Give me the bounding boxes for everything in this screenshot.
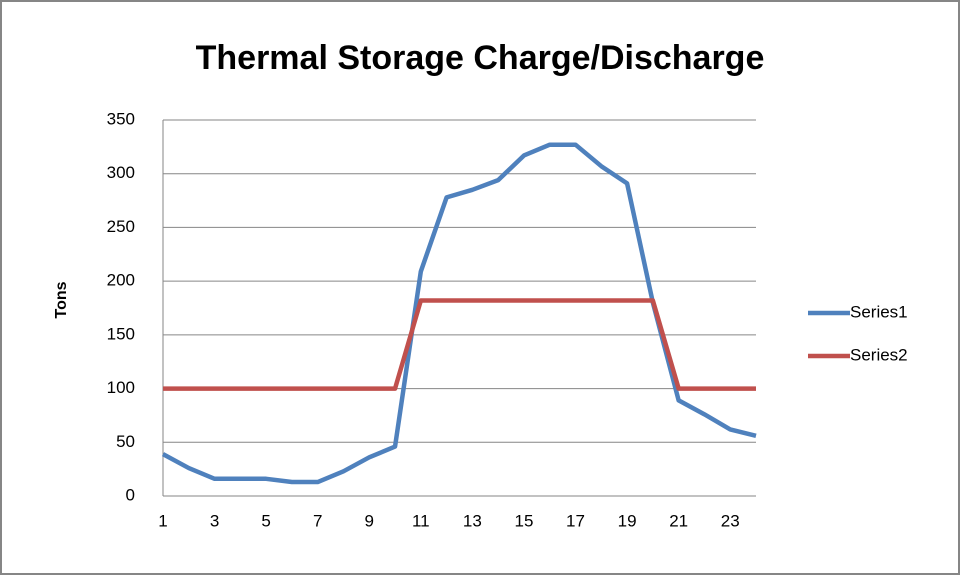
y-tick-label: 350: [107, 109, 135, 128]
legend-label: Series2: [850, 345, 908, 364]
x-tick-label: 15: [514, 511, 533, 530]
x-tick-label: 7: [313, 511, 322, 530]
y-tick-label: 100: [107, 378, 135, 397]
chart-title: Thermal Storage Charge/Discharge: [196, 39, 765, 77]
y-tick-label: 250: [107, 217, 135, 236]
line-series: [163, 298, 756, 391]
x-tick-label: 13: [463, 511, 482, 530]
x-tick-label: 17: [566, 511, 585, 530]
x-tick-label: 11: [412, 511, 430, 530]
x-tick-label: 19: [618, 511, 637, 530]
x-tick-label: 3: [210, 511, 219, 530]
x-tick-label: 21: [669, 511, 688, 530]
y-tick-label: 200: [107, 271, 135, 290]
x-tick-label: 23: [721, 511, 740, 530]
x-tick-label: 1: [158, 511, 167, 530]
y-axis-label: Tons: [53, 281, 70, 318]
y-tick-label: 150: [107, 324, 135, 343]
y-tick-label: 300: [107, 163, 135, 182]
x-tick-label: 5: [261, 511, 270, 530]
legend-label: Series1: [850, 302, 908, 321]
y-tick-label: 0: [126, 485, 135, 504]
y-tick-label: 50: [116, 432, 135, 451]
x-tick-label: 9: [365, 511, 374, 530]
